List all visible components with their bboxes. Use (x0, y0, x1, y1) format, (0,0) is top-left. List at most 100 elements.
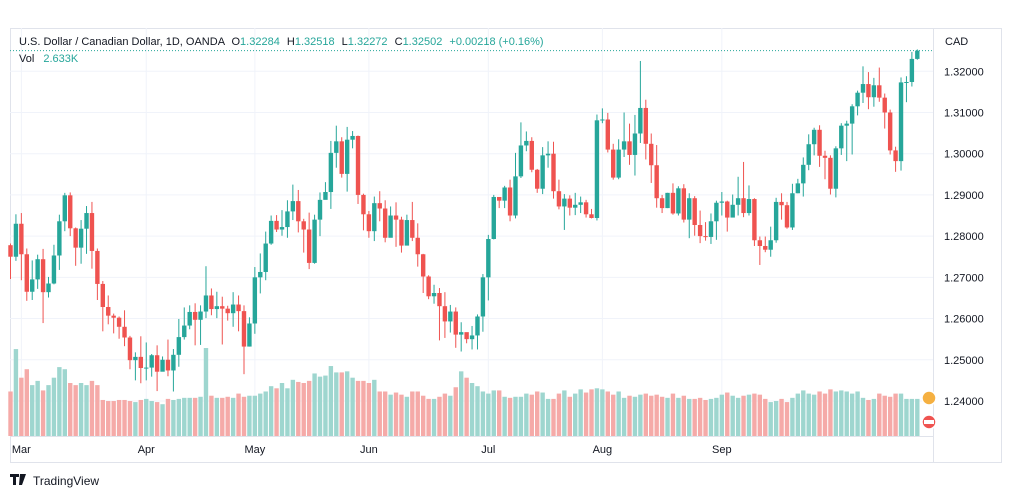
volume-bar (317, 376, 323, 436)
candle (806, 134, 811, 171)
volume-bar (165, 398, 171, 436)
volume-bar (535, 391, 540, 436)
volume-bar (898, 393, 904, 436)
volume-bar (638, 394, 643, 436)
candle-body (8, 245, 13, 257)
candle-body (154, 355, 160, 372)
volume-bar (111, 401, 116, 436)
volume-bar (469, 383, 475, 436)
volume-bar (30, 385, 35, 436)
volume-bar (8, 391, 13, 436)
candle-body (893, 150, 898, 162)
volume-bar (784, 402, 790, 436)
candle-body (915, 50, 920, 59)
candle (377, 191, 382, 222)
volume-bar (328, 366, 334, 436)
volume-bar (116, 399, 122, 436)
candle-body (171, 354, 176, 371)
close-label: C (395, 36, 403, 48)
candle (258, 253, 263, 294)
volume-bar (40, 390, 46, 436)
candle-body (687, 198, 692, 220)
volume-bar (735, 397, 741, 436)
candle-body (670, 192, 676, 214)
candle-body (73, 228, 78, 248)
candle (100, 281, 106, 332)
candle-body (426, 276, 431, 297)
volume-bar (334, 372, 339, 436)
volume-bars (8, 348, 920, 436)
volume-bar (241, 396, 247, 436)
x-tick-label: Aug (593, 444, 613, 456)
volume-bar (203, 348, 209, 436)
candle-body (382, 208, 388, 238)
volume-bar (725, 392, 730, 436)
volume-bar (681, 395, 687, 436)
candle (790, 183, 795, 230)
volume-bar (665, 397, 670, 436)
candle-body (654, 165, 659, 199)
candle (116, 316, 122, 339)
tradingview-logo-text: TradingView (33, 474, 99, 488)
volume-bar (513, 396, 518, 436)
volume-bar (866, 399, 871, 436)
candle-body (665, 192, 670, 209)
candle (84, 206, 89, 254)
candle (779, 193, 784, 220)
candle-body (100, 283, 106, 308)
volume-bar (719, 394, 725, 436)
chart-frame (10, 28, 1002, 463)
candle-body (844, 123, 849, 126)
candle (784, 201, 790, 229)
candle (909, 51, 915, 87)
y-tick-label: 1.27000 (944, 272, 984, 284)
volume-bar (573, 393, 578, 436)
volume-bar (822, 393, 828, 436)
candle (95, 248, 100, 300)
candle (469, 325, 475, 350)
volume-bar (268, 386, 274, 436)
candle-body (149, 355, 154, 368)
candle-body (692, 198, 697, 225)
candle (529, 137, 534, 173)
candle-body (464, 332, 469, 340)
candle (502, 185, 507, 209)
candle-body (877, 85, 882, 98)
candle-body (437, 292, 442, 307)
volume-bar (420, 395, 426, 436)
volume-bar (176, 398, 182, 436)
candle (513, 152, 518, 219)
volume-bar (453, 387, 458, 436)
candle-body (730, 204, 735, 218)
candle-body (24, 254, 29, 292)
candle-body (19, 223, 24, 255)
candle (263, 231, 268, 281)
candle-body (469, 335, 475, 340)
volume-bar (768, 402, 773, 436)
candle-body (274, 220, 279, 230)
candle (220, 296, 225, 345)
candle-body (285, 211, 290, 228)
candle-body (182, 325, 187, 338)
candle (312, 214, 317, 264)
candle (35, 254, 40, 289)
volume-bar (811, 394, 817, 436)
volume-bar (708, 398, 714, 436)
volume-bar (285, 388, 290, 436)
candle-body (252, 277, 258, 324)
candle (600, 108, 605, 124)
header-legend: U.S. Dollar / Canadian Dollar, 1D, OANDA… (19, 36, 544, 65)
candle-body (811, 129, 817, 145)
candle (274, 215, 279, 232)
volume-bar (578, 389, 583, 436)
volume-bar (154, 402, 160, 436)
candle-body (627, 141, 632, 155)
volume-bar (649, 395, 654, 436)
volume-bar (589, 389, 594, 436)
candle-body (605, 119, 610, 150)
tradingview-logo[interactable]: TradingView (10, 474, 99, 488)
high-label: H (287, 36, 295, 48)
volume-bar (355, 380, 361, 436)
candle-body (431, 292, 437, 297)
